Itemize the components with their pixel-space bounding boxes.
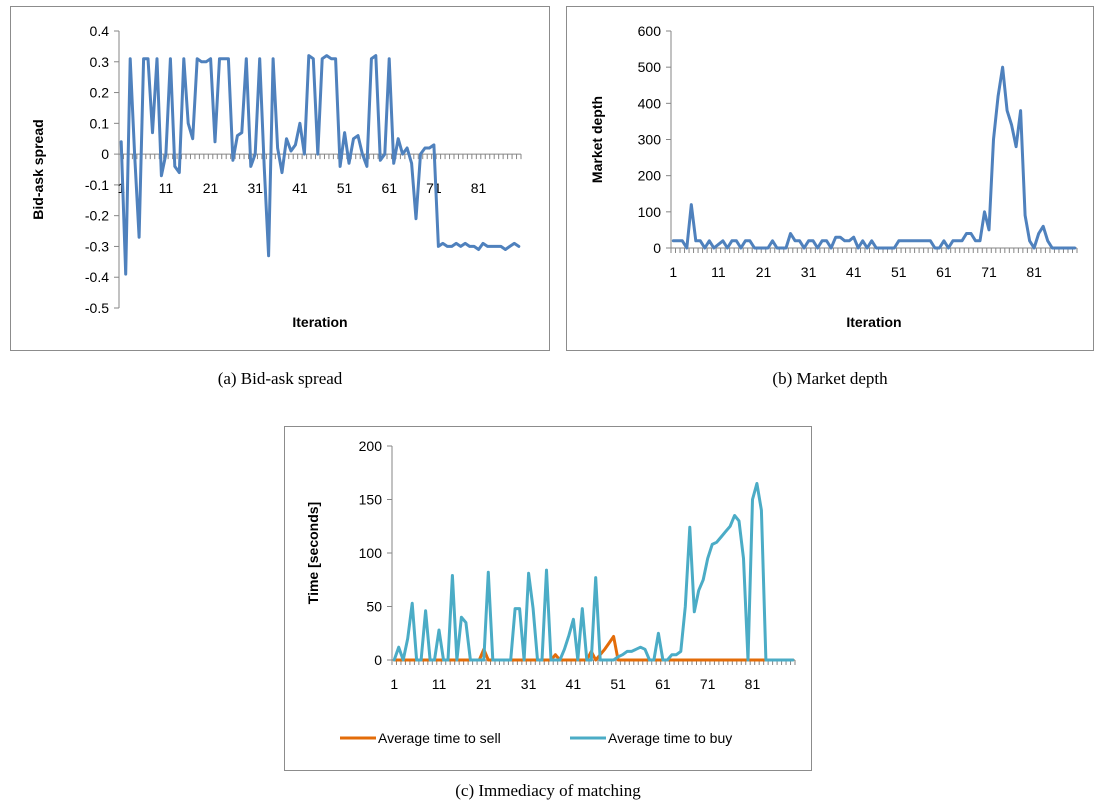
legend-label: Average time to sell — [378, 730, 501, 746]
x-tick-label: 51 — [891, 264, 907, 280]
x-tick-label: 51 — [337, 180, 353, 196]
x-tick-label: 71 — [426, 180, 442, 196]
x-tick-label: 61 — [655, 676, 671, 692]
x-tick-label: 51 — [610, 676, 626, 692]
caption-bid-ask-spread: (a) Bid-ask spread — [217, 369, 343, 388]
x-axis-title: Iteration — [846, 314, 901, 330]
y-tick-label: 0 — [101, 146, 109, 162]
series-line-2 — [392, 482, 795, 662]
y-axis-title: Market depth — [589, 96, 605, 183]
y-tick-label: 0.4 — [90, 23, 110, 39]
x-tick-label: 81 — [745, 676, 761, 692]
x-tick-label: 61 — [381, 180, 397, 196]
y-tick-label: 600 — [638, 23, 662, 39]
chart-panel-bid-ask-spread: -0.5 -0.4 -0.3 -0.2 -0.1 0 0.1 0.2 0.3 0.4 1 11 21 31… — [10, 6, 550, 351]
y-tick-label: 0.3 — [90, 54, 110, 70]
series-line-1 — [119, 54, 521, 276]
x-tick-label: 21 — [756, 264, 772, 280]
y-tick-label: 400 — [638, 95, 662, 111]
y-tick-label: 50 — [366, 599, 382, 615]
y-tick-label: 0.1 — [90, 115, 110, 131]
y-tick-label: 200 — [359, 438, 383, 454]
y-tick-label: 100 — [359, 545, 383, 561]
y-tick-label: -0.1 — [85, 177, 109, 193]
x-tick-label: 71 — [700, 676, 716, 692]
y-tick-label: 300 — [638, 132, 662, 148]
y-tick-label: 100 — [638, 204, 662, 220]
series-line-1 — [392, 635, 795, 662]
y-tick-label: -0.4 — [85, 269, 109, 285]
y-tick-label: -0.3 — [85, 238, 109, 254]
series-line-1 — [671, 65, 1077, 250]
x-tick-label: 41 — [292, 180, 308, 196]
x-tick-label: 1 — [390, 676, 398, 692]
x-tick-label: 21 — [476, 676, 492, 692]
y-tick-label: 0 — [653, 240, 661, 256]
x-tick-label: 21 — [203, 180, 219, 196]
caption-market-depth: (b) Market depth — [772, 369, 888, 388]
x-tick-label: 81 — [1026, 264, 1042, 280]
y-tick-label: 0 — [374, 652, 382, 668]
legend-label: Average time to buy — [608, 730, 732, 746]
x-axis-title: Iteration — [292, 314, 347, 330]
x-tick-label: 11 — [159, 180, 174, 196]
x-tick-label: 41 — [846, 264, 862, 280]
y-tick-label: 150 — [359, 492, 383, 508]
x-tick-label: 81 — [471, 180, 487, 196]
x-tick-label: 1 — [669, 264, 677, 280]
y-tick-label: 500 — [638, 59, 662, 75]
bid-ask-spread-chart: -0.5-0.4-0.3-0.2-0.100.10.20.30.41 11 21 31… — [30, 23, 522, 330]
x-tick-label: 71 — [981, 264, 997, 280]
chart-panel-market-depth: 0 100 200 300 400 500 600 1 11 21 31 41 51 61 71 81 Iter… — [566, 6, 1094, 351]
x-tick-label: 31 — [521, 676, 537, 692]
y-axis-title: Bid-ask spread — [30, 119, 46, 219]
x-tick-label: 31 — [801, 264, 817, 280]
y-tick-label: 0.2 — [90, 85, 110, 101]
caption-immediacy-of-matching: (c) Immediacy of matching — [455, 781, 641, 800]
y-tick-label: -0.2 — [85, 208, 109, 224]
x-tick-label: 11 — [432, 676, 447, 692]
y-tick-label: 200 — [638, 168, 662, 184]
chart-panel-immediacy-of-matching: 0 50 100 150 200 1 11 21 31 41 51 61 71 81 Time [secon… — [284, 426, 812, 771]
x-tick-label: 41 — [566, 676, 582, 692]
y-axis-title: Time [seconds] — [305, 502, 321, 604]
x-tick-label: 11 — [711, 264, 726, 280]
x-tick-label: 61 — [936, 264, 952, 280]
x-tick-label: 31 — [247, 180, 263, 196]
y-tick-label: -0.5 — [85, 300, 109, 316]
